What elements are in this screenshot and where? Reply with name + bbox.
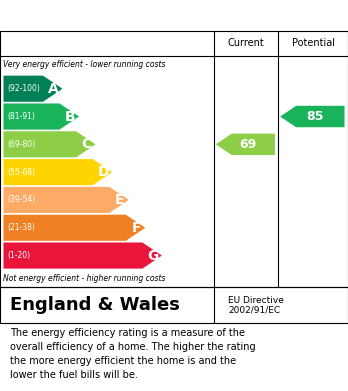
Text: (92-100): (92-100) (8, 84, 40, 93)
Polygon shape (3, 159, 112, 185)
Polygon shape (3, 215, 145, 241)
Text: B: B (65, 109, 76, 124)
Text: C: C (82, 137, 92, 151)
Polygon shape (280, 106, 345, 127)
Text: Current: Current (228, 38, 264, 48)
Text: EU Directive: EU Directive (228, 296, 284, 305)
Text: (39-54): (39-54) (8, 196, 36, 204)
Polygon shape (3, 104, 79, 129)
Text: G: G (148, 249, 159, 262)
Text: The energy efficiency rating is a measure of the
overall efficiency of a home. T: The energy efficiency rating is a measur… (10, 328, 256, 380)
Text: Not energy efficient - higher running costs: Not energy efficient - higher running co… (3, 274, 166, 283)
Text: A: A (48, 82, 59, 96)
Text: D: D (98, 165, 109, 179)
Text: (21-38): (21-38) (8, 223, 35, 232)
Polygon shape (3, 131, 96, 158)
Polygon shape (216, 134, 275, 155)
Text: 85: 85 (306, 110, 323, 123)
Text: (1-20): (1-20) (8, 251, 31, 260)
Text: England & Wales: England & Wales (10, 296, 180, 314)
Text: 2002/91/EC: 2002/91/EC (228, 306, 280, 315)
Text: F: F (132, 221, 141, 235)
Text: 69: 69 (239, 138, 256, 151)
Text: (55-68): (55-68) (8, 168, 36, 177)
Text: (81-91): (81-91) (8, 112, 35, 121)
Polygon shape (3, 242, 162, 269)
Text: Very energy efficient - lower running costs: Very energy efficient - lower running co… (3, 60, 166, 69)
Polygon shape (3, 187, 129, 213)
Text: E: E (115, 193, 125, 207)
Polygon shape (3, 75, 63, 102)
Text: Energy Efficiency Rating: Energy Efficiency Rating (10, 8, 232, 23)
Text: (69-80): (69-80) (8, 140, 36, 149)
Text: Potential: Potential (292, 38, 335, 48)
